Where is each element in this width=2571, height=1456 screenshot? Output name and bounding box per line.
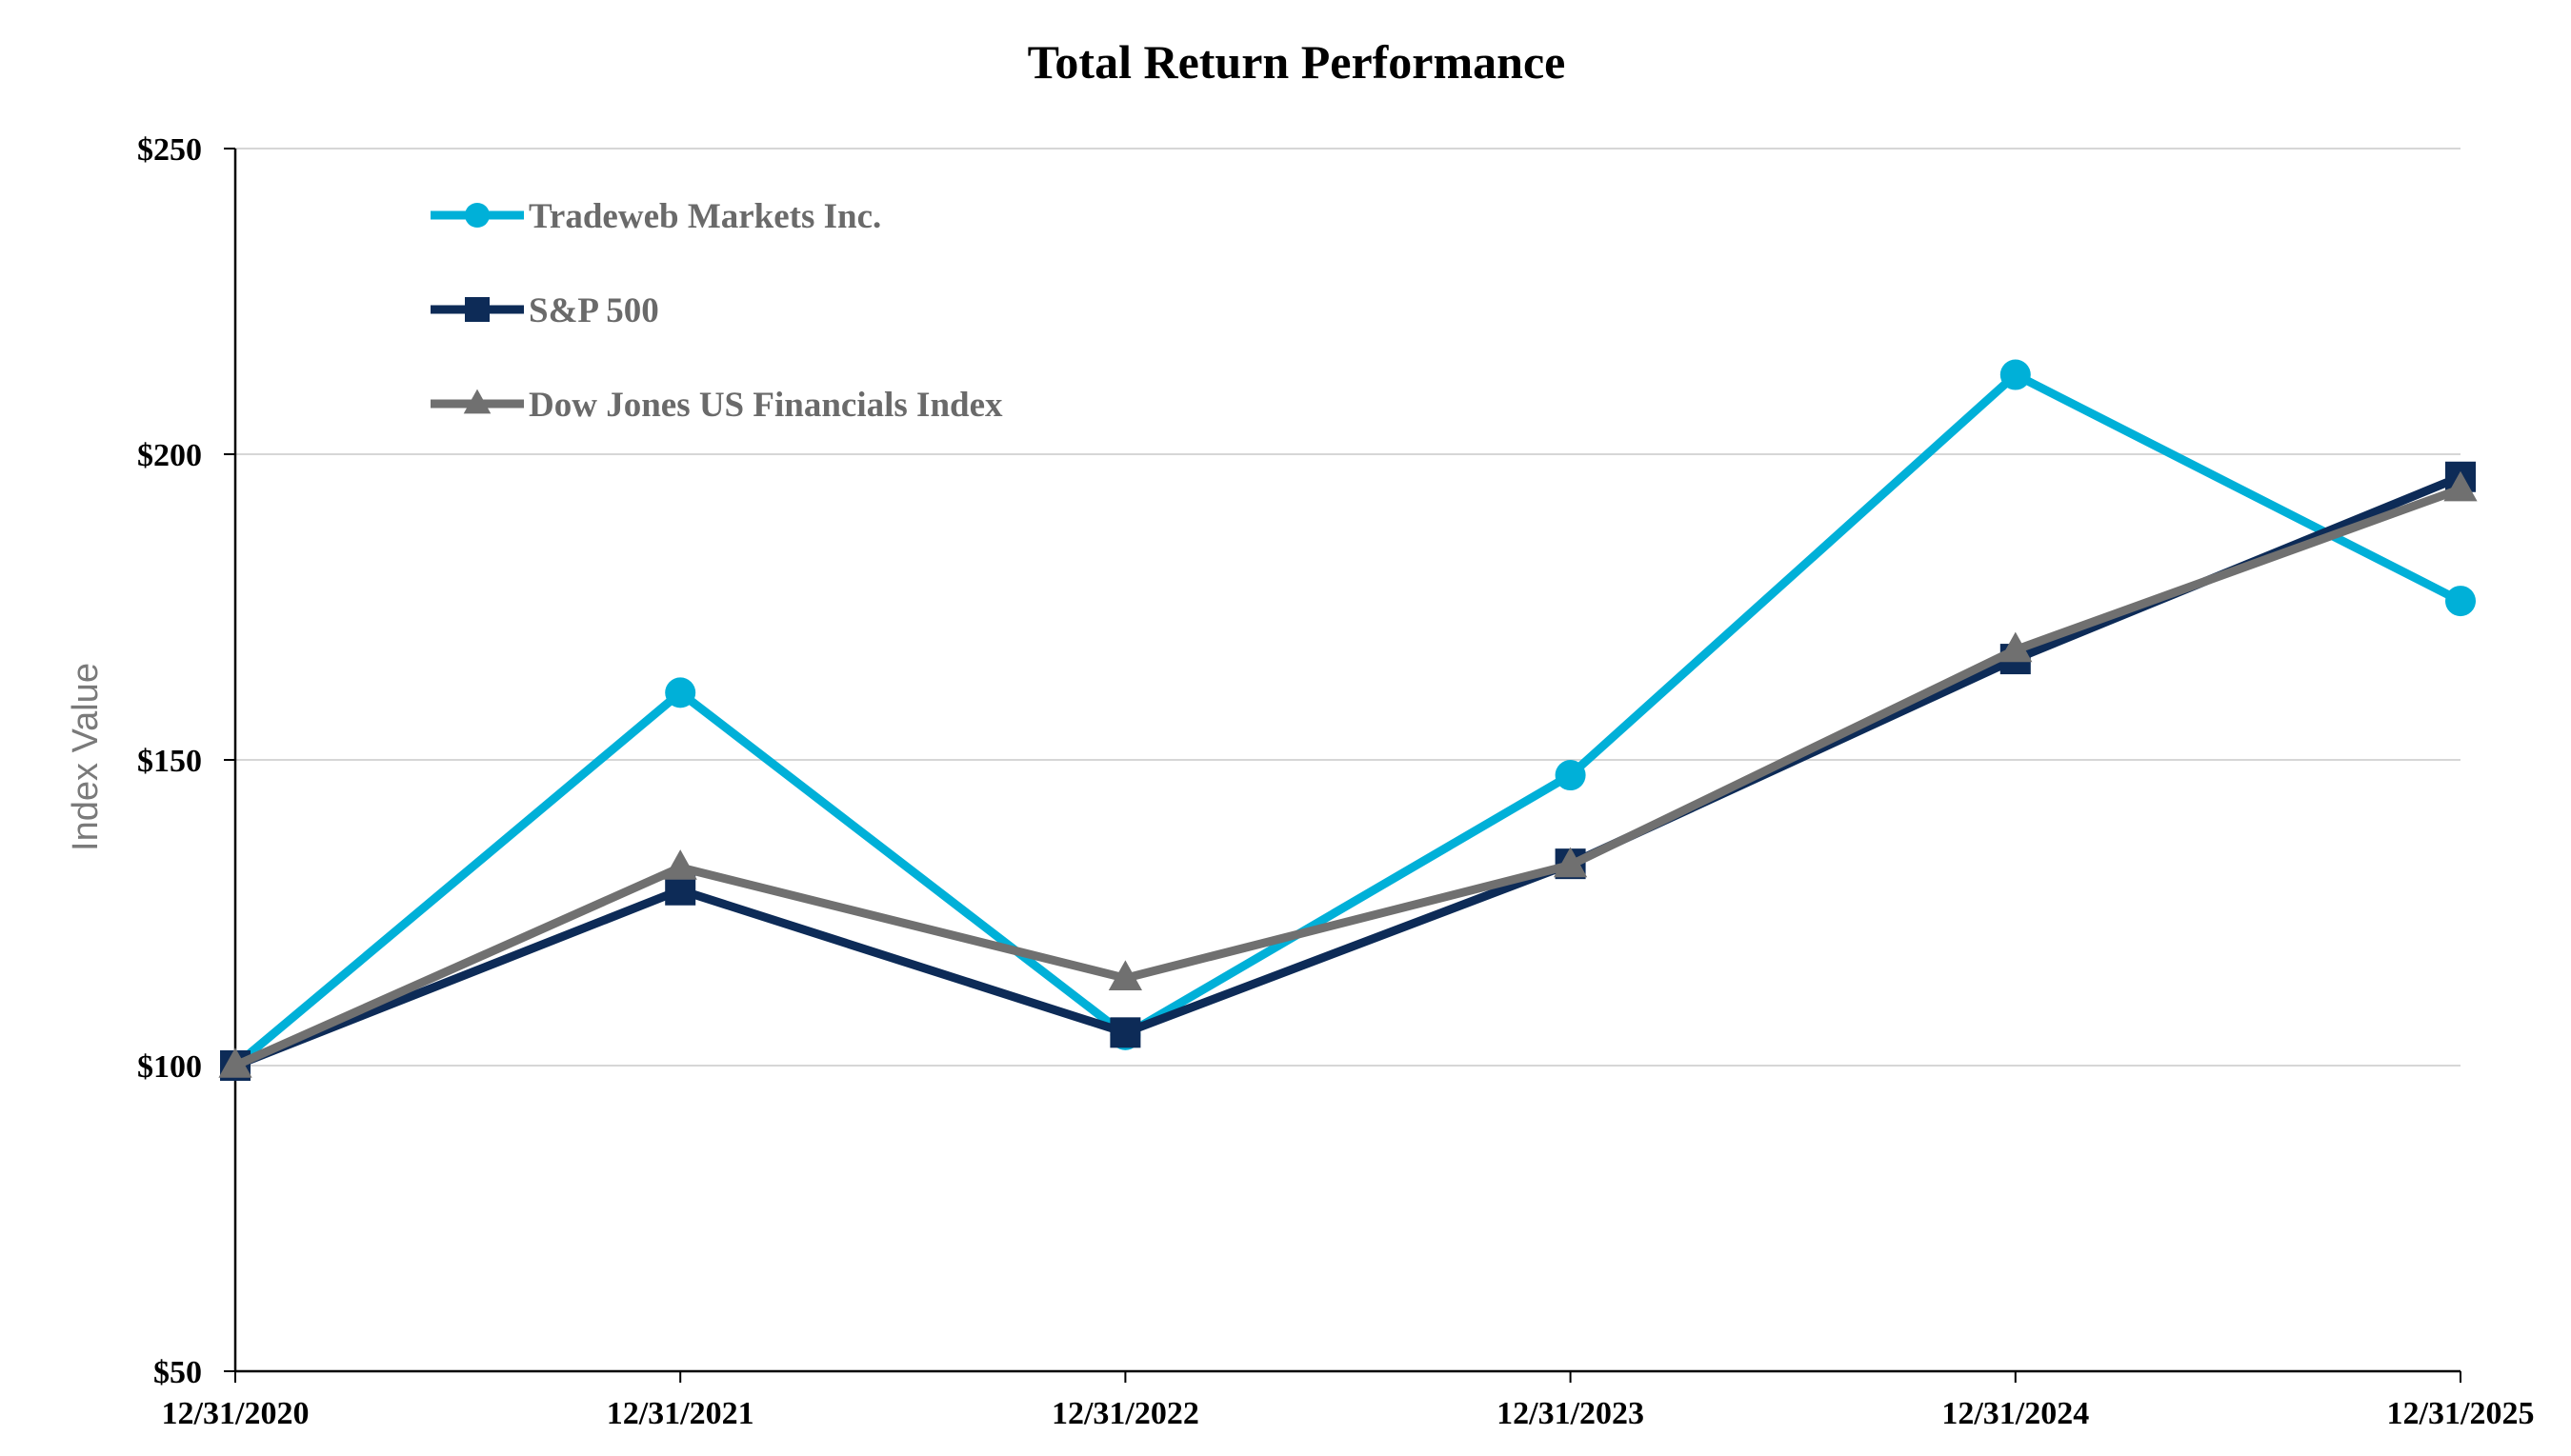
data-point-circle xyxy=(2445,586,2476,617)
series-line xyxy=(232,370,2463,1069)
legend-item: Dow Jones US Financials Index xyxy=(431,386,1003,425)
y-tick-label: $250 xyxy=(137,132,202,168)
chart-title: Total Return Performance xyxy=(1028,35,1566,89)
series-lines xyxy=(218,359,2478,1081)
x-tick-label: 12/31/2021 xyxy=(607,1396,754,1431)
data-point-triangle xyxy=(463,389,492,414)
series-2 xyxy=(220,461,2476,1081)
legend-label: S&P 500 xyxy=(529,291,659,330)
data-point-circle xyxy=(465,203,490,228)
y-tick-label: $50 xyxy=(153,1355,202,1390)
series-line xyxy=(233,485,2462,1070)
y-tick-labels: $50 $100 $150 $200 $250 xyxy=(137,132,202,1390)
y-tick-label: $200 xyxy=(137,438,202,473)
x-tick-label: 12/31/2022 xyxy=(1052,1396,1199,1431)
x-tick-label: 12/31/2024 xyxy=(1941,1396,2089,1431)
data-point-triangle xyxy=(1108,960,1142,990)
legend: Tradeweb Markets Inc. S&P 500 Dow Jones US… xyxy=(431,197,1003,425)
data-point-triangle xyxy=(1554,847,1588,878)
data-point-square xyxy=(665,874,696,906)
y-tick-label: $100 xyxy=(137,1049,202,1085)
data-point-triangle xyxy=(218,1047,252,1078)
data-point-circle xyxy=(1555,760,1586,791)
legend-item: Tradeweb Markets Inc. xyxy=(431,197,881,236)
data-point-triangle xyxy=(663,849,697,880)
x-tick-label: 12/31/2020 xyxy=(162,1396,310,1431)
data-point-circle xyxy=(665,677,696,708)
y-axis-label: Index Value xyxy=(66,663,106,851)
data-point-square xyxy=(1110,1017,1141,1048)
axes xyxy=(224,148,2461,1383)
data-point-circle xyxy=(1999,359,2031,390)
x-tick-label: 12/31/2025 xyxy=(2387,1396,2535,1431)
data-point-square xyxy=(465,297,490,322)
data-point-triangle xyxy=(2443,470,2478,502)
legend-item: S&P 500 xyxy=(431,291,659,330)
y-tick-label: $150 xyxy=(137,744,202,779)
legend-label: Tradeweb Markets Inc. xyxy=(529,197,881,236)
series-3 xyxy=(218,470,2478,1078)
x-tick-labels: 12/31/2020 12/31/2021 12/31/2022 12/31/2023… xyxy=(162,1396,2535,1431)
data-point-triangle xyxy=(1999,631,2033,663)
x-tick-label: 12/31/2023 xyxy=(1496,1396,1644,1431)
legend-label: Dow Jones US Financials Index xyxy=(529,386,1003,425)
series-line xyxy=(233,472,2462,1070)
series-1 xyxy=(220,359,2476,1081)
